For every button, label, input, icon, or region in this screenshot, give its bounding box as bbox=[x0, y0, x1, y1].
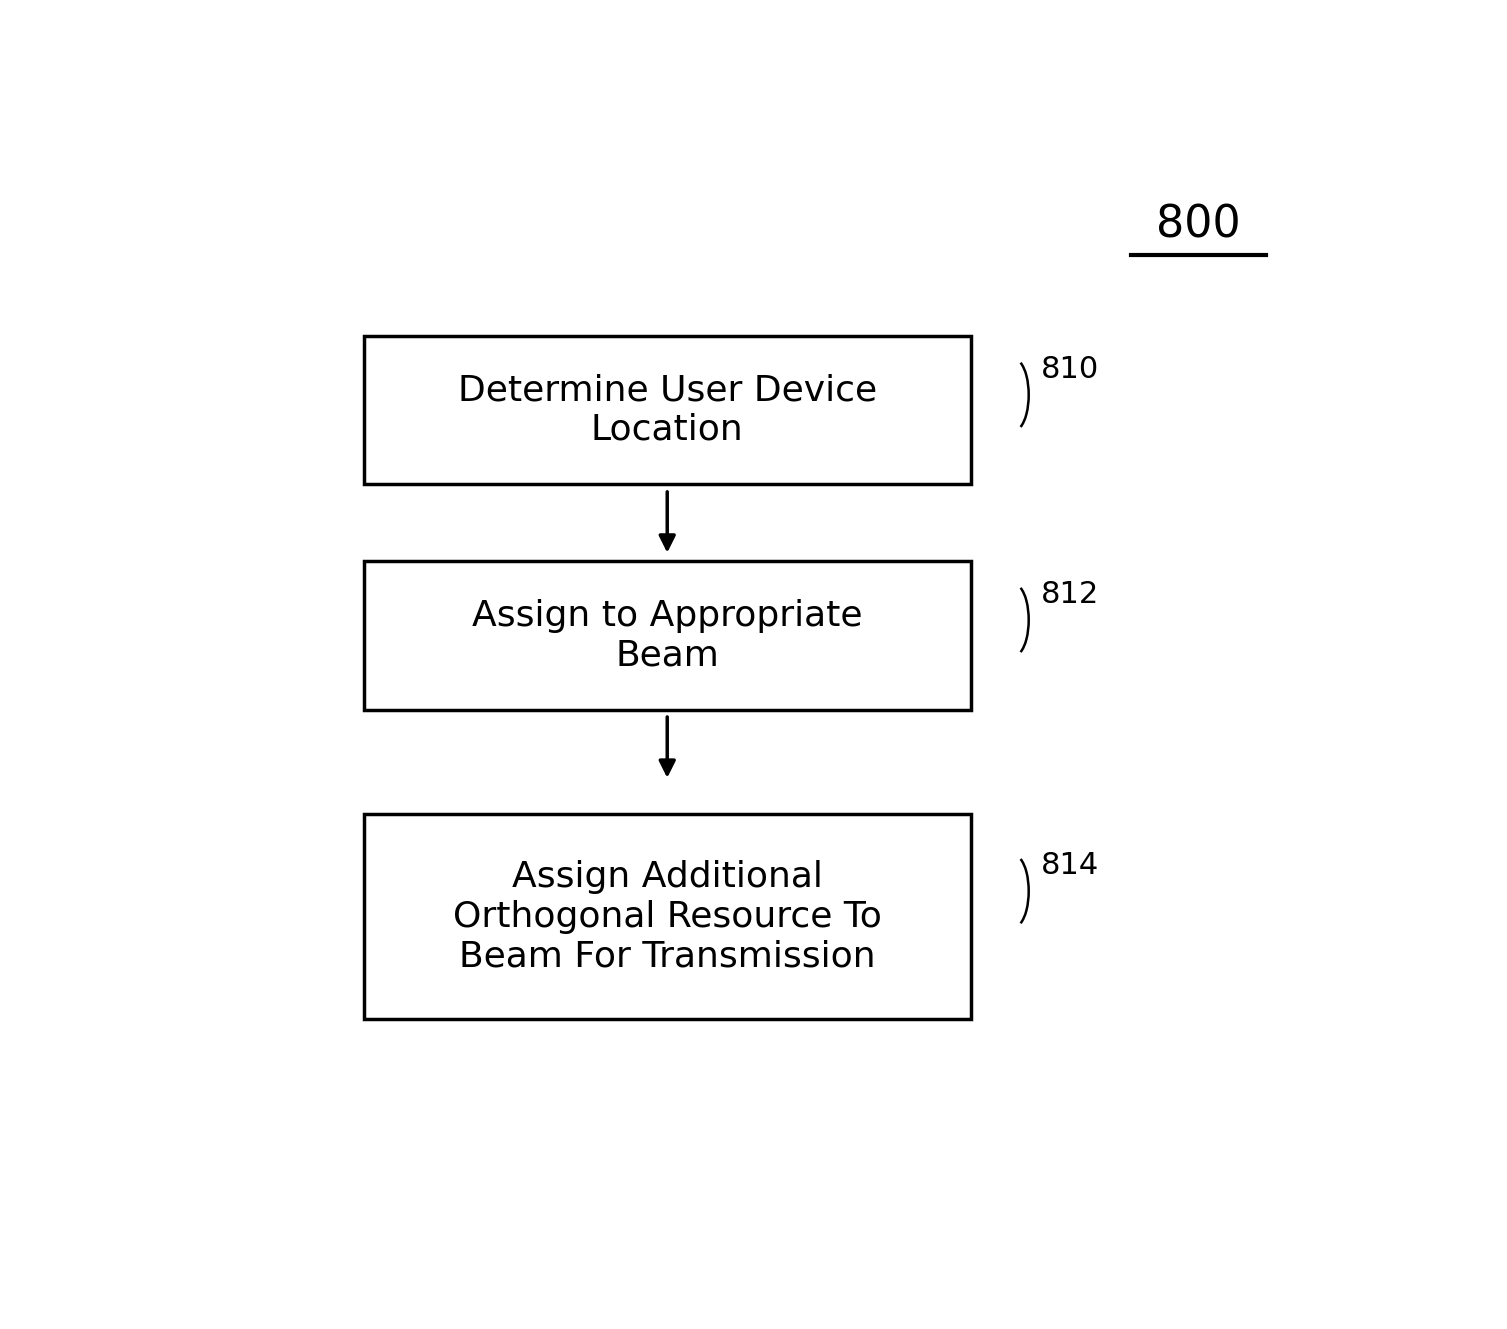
Bar bbox=[363, 815, 971, 1019]
Bar bbox=[363, 561, 971, 710]
Text: 814: 814 bbox=[1041, 851, 1099, 880]
Text: Determine User Device
Location: Determine User Device Location bbox=[458, 373, 877, 447]
Bar bbox=[363, 336, 971, 484]
Text: 812: 812 bbox=[1041, 579, 1099, 609]
Text: 800: 800 bbox=[1156, 203, 1240, 246]
Text: Assign Additional
Orthogonal Resource To
Beam For Transmission: Assign Additional Orthogonal Resource To… bbox=[452, 860, 882, 973]
Text: 810: 810 bbox=[1041, 355, 1099, 384]
Text: Assign to Appropriate
Beam: Assign to Appropriate Beam bbox=[472, 598, 862, 672]
